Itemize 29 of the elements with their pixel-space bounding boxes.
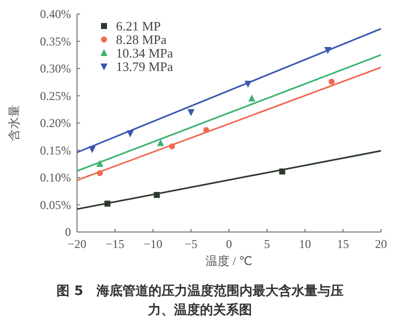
x-tick-label: 20	[375, 237, 387, 251]
legend-label: 6.21 MP	[116, 18, 161, 34]
legend-label: 13.79 MPa	[116, 59, 174, 74]
y-tick-label: 0.10%	[40, 170, 71, 184]
y-tick-label: 0	[65, 225, 71, 239]
y-tick-label: 0.15%	[40, 143, 71, 158]
y-tick-label: 0.30%	[40, 62, 71, 76]
x-axis-title: 温度 / ℃	[206, 254, 252, 268]
y-axis-title: 含水量	[7, 105, 21, 141]
point	[188, 109, 194, 116]
y-tick-label: 0.05%	[40, 198, 71, 212]
x-tick-label: −5	[184, 237, 198, 251]
x-tick-label: −15	[106, 237, 124, 251]
y-tick-label: 0.35%	[40, 34, 71, 48]
y-tick-label: 0.20%	[40, 116, 71, 130]
text: 图 5 海底管道的压力温度范围内最大含水量与压力、温度的关系图	[56, 282, 344, 320]
x-tick-label: 15	[337, 237, 349, 251]
x-tick-label: 10	[299, 237, 311, 251]
legend-label: 8.28 MPa	[116, 32, 167, 47]
x-tick-label: −20	[68, 237, 86, 251]
x-tick-label: 5	[264, 237, 270, 251]
x-tick-label: 0	[226, 237, 232, 251]
point	[157, 139, 164, 146]
y-tick-label: 0.25%	[40, 88, 71, 103]
point	[248, 94, 256, 102]
point	[328, 78, 335, 85]
legend-label: 10.34 MPa	[116, 46, 174, 60]
y-tick-label: 0.40%	[40, 7, 71, 21]
x-tick-label: −10	[144, 237, 162, 251]
